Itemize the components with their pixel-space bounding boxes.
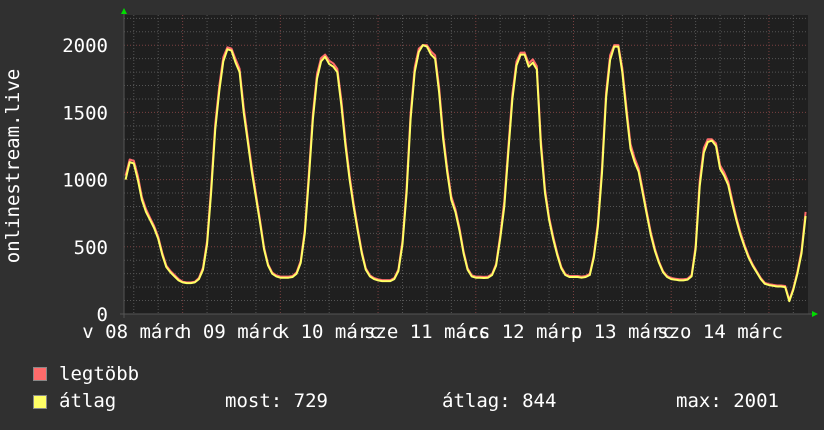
plot-area [124,15,808,314]
series-line-average [124,44,807,303]
y-tick-labels: 0 500 1000 1500 2000 [62,35,108,326]
legend-label-avg: átlag [59,390,117,412]
series-group [124,44,807,303]
stat-maximum: max: 2001 [676,390,779,412]
x-axis-arrow-icon [812,311,818,317]
x-tick-label: sze 11 márc [364,321,490,343]
stat-current: most: 729 [225,390,328,412]
y-axis-arrow-icon [121,8,127,14]
stat-average: átlag: 844 [442,390,557,412]
y-tick-label: 2000 [62,35,108,57]
y-tick-label: 500 [74,237,108,259]
grid [124,15,808,314]
y-tick-label: 1500 [62,102,108,124]
y-tick-label: 0 [97,304,108,326]
x-tick-label: h 09 márc [180,321,283,343]
legend-swatch-max [33,367,47,381]
x-tick-label: k 10 márc [278,321,381,343]
legend-swatch-avg [33,395,47,409]
y-tick-label: 1000 [62,170,108,192]
y-axis-title: onlinestream.live [2,69,24,263]
x-tick-label: cs 12 márc [467,321,581,343]
x-tick-label: p 13 márc [571,321,674,343]
x-tick-label: szo 14 márc [657,321,783,343]
legend-label-max: legtöbb [59,363,140,385]
x-tick-label: v 08 márc [82,321,185,343]
